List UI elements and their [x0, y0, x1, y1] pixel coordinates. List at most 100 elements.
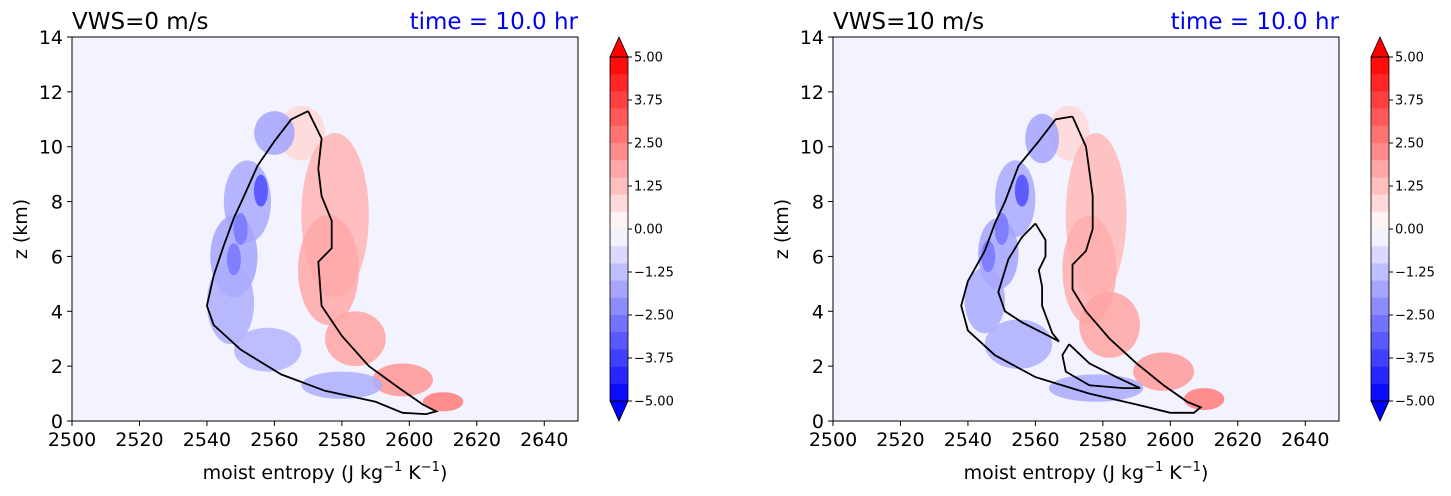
anomaly-core	[233, 213, 248, 245]
y-tick-label: 4	[51, 301, 63, 323]
colorbar-band	[1371, 383, 1389, 402]
x-tick-label: 2520	[115, 429, 163, 451]
x-tick-label: 2560	[250, 429, 298, 451]
y-axis-ticks: 0 2 4 6 8 10 12 14	[800, 27, 833, 433]
colorbar-band	[1371, 143, 1389, 161]
colorbar-band	[610, 349, 628, 367]
xlabel-sup2: −1	[1182, 460, 1201, 475]
colorbar: 5.00 3.75 2.50 1.25 0.00 −1.25 −2.50 −3.75 −5.00	[1370, 36, 1435, 422]
colorbar-band	[610, 125, 628, 144]
colorbar-band	[1371, 349, 1389, 367]
colorbar-tick-label: 0.00	[634, 223, 663, 238]
colorbar-band	[610, 211, 628, 230]
colorbar-band	[610, 280, 628, 299]
colorbar-band	[1371, 366, 1389, 385]
colorbar-band	[1371, 280, 1389, 299]
colorbar-tick-label: −1.25	[634, 266, 674, 281]
colorbar-band	[1371, 74, 1389, 92]
y-tick-label: 14	[800, 27, 824, 49]
colorbar-tick-label: −5.00	[1395, 395, 1435, 410]
colorbar-tick-label: 5.00	[1395, 51, 1424, 66]
anomaly-region	[372, 363, 433, 397]
x-tick-label: 2500	[48, 429, 96, 451]
colorbar-extend-bottom	[1370, 400, 1390, 422]
y-tick-label: 4	[812, 301, 824, 323]
zero-contour	[205, 110, 439, 416]
xlabel-end: )	[440, 462, 447, 484]
y-tick-label: 2	[51, 356, 63, 378]
y-axis-label: z (km)	[10, 199, 32, 259]
xlabel-mid: K	[402, 462, 421, 484]
colorbar-tick-label: −1.25	[1395, 266, 1435, 281]
anomaly-core	[226, 243, 241, 276]
zero-contour-inner-upper	[997, 222, 1060, 343]
x-axis-ticks: 2500 2520 2540 2560 2580 2600 2620 2640	[809, 421, 1329, 451]
x-tick-label: 2560	[1011, 429, 1059, 451]
colorbar-bands	[1371, 57, 1389, 402]
plot-area: 2500 2520 2540 2560 2580 2600 2620 2640 0 2 4 6 8 10…	[39, 27, 579, 451]
colorbar-band	[1371, 297, 1389, 316]
y-axis-label: z (km)	[771, 199, 793, 259]
anomaly-region	[1183, 388, 1225, 411]
colorbar-ticks: 5.00 3.75 2.50 1.25 0.00 −1.25 −2.50 −3.75 −5.00	[1389, 51, 1435, 410]
anomaly-region	[298, 215, 359, 325]
colorbar-tick-label: −5.00	[634, 395, 674, 410]
panel-title-left: VWS=10 m/s	[833, 9, 984, 35]
x-tick-label: 2540	[183, 429, 231, 451]
anomaly-region	[984, 319, 1053, 369]
colorbar-extend-top	[609, 36, 629, 58]
colorbar-band	[610, 246, 628, 264]
x-tick-label: 2540	[944, 429, 992, 451]
xlabel-main: moist entropy (J kg	[203, 462, 383, 484]
anomaly-region	[1133, 352, 1194, 391]
y-tick-label: 2	[812, 356, 824, 378]
colorbar-tick-label: −3.75	[634, 352, 674, 367]
x-tick-label: 2520	[876, 429, 924, 451]
y-tick-label: 8	[51, 192, 63, 214]
colorbar-tick-label: −2.50	[1395, 309, 1435, 324]
x-tick-label: 2580	[1079, 429, 1127, 451]
y-tick-label: 10	[800, 137, 824, 159]
xlabel-sup1: −1	[1144, 460, 1163, 475]
colorbar-band	[1371, 91, 1389, 109]
anomaly-region	[325, 311, 386, 367]
plot-area: 2500 2520 2540 2560 2580 2600 2620 2640 0 2 4 6 8 10…	[800, 27, 1340, 451]
colorbar-band	[1371, 332, 1389, 350]
x-tick-label: 2500	[809, 429, 857, 451]
colorbar-band	[610, 177, 628, 195]
panel-title-right: time = 10.0 hr	[1171, 9, 1340, 35]
x-tick-label: 2620	[1214, 429, 1262, 451]
y-tick-label: 6	[812, 246, 824, 268]
xlabel-mid: K	[1163, 462, 1182, 484]
colorbar-bands	[610, 57, 628, 402]
y-tick-label: 8	[812, 192, 824, 214]
x-tick-label: 2600	[1146, 429, 1194, 451]
plot-frame	[832, 36, 1340, 422]
y-axis-ticks: 0 2 4 6 8 10 12 14	[39, 27, 72, 433]
colorbar-tick-label: 1.25	[634, 180, 663, 195]
panel-title-left: VWS=0 m/s	[72, 9, 208, 35]
colorbar-band	[610, 194, 628, 213]
colorbar-band	[610, 160, 628, 178]
xlabel-end: )	[1201, 462, 1208, 484]
colorbar-band	[1371, 125, 1389, 144]
colorbar-tick-label: 2.50	[1395, 137, 1424, 152]
colorbar-tick-label: 2.50	[634, 137, 663, 152]
anomaly-region	[206, 262, 255, 345]
anomaly-region	[964, 267, 1005, 334]
colorbar-tick-label: 0.00	[1395, 223, 1424, 238]
colorbar-band	[610, 366, 628, 385]
xlabel-sup2: −1	[421, 460, 440, 475]
xlabel-sup1: −1	[383, 460, 402, 475]
colorbar-band	[610, 74, 628, 92]
panel-vws-0: VWS=0 m/s time = 10.0 hr 2500 2520 2540 256…	[10, 9, 674, 484]
anomaly-core	[1014, 174, 1029, 207]
colorbar-band	[610, 143, 628, 161]
x-tick-label: 2620	[453, 429, 501, 451]
colorbar-band	[610, 297, 628, 316]
colorbar-band	[610, 315, 628, 333]
y-tick-label: 0	[51, 411, 63, 433]
colorbar-extend-top	[1370, 36, 1390, 58]
colorbar-tick-label: 3.75	[634, 94, 663, 109]
anomaly-region	[301, 371, 383, 399]
